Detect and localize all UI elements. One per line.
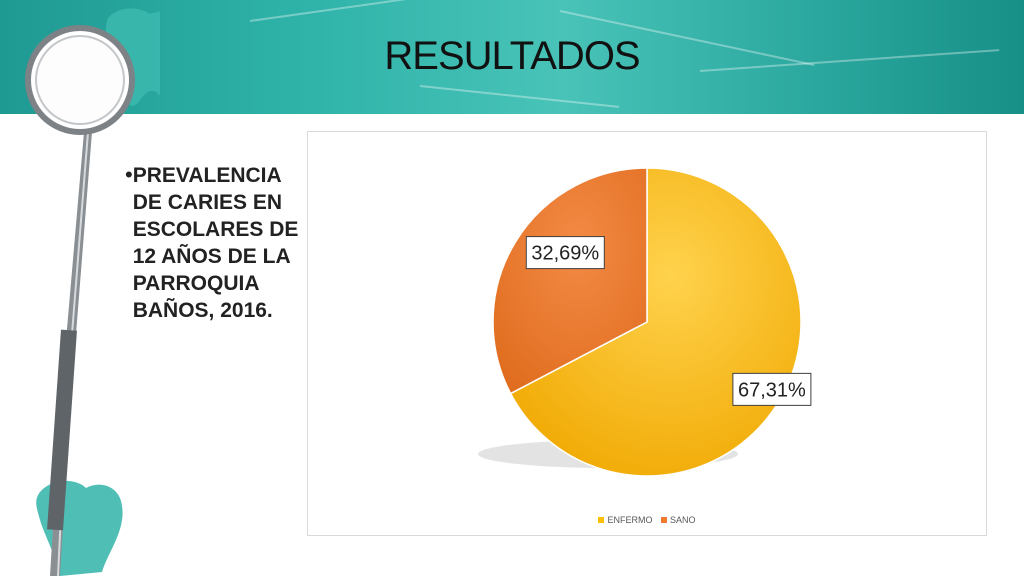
data-label-enfermo: 67,31%	[732, 372, 812, 406]
pie-slice-sano	[492, 167, 648, 395]
list-item: • PREVALENCIA DE CARIES EN ESCOLARES DE …	[125, 162, 310, 324]
bullet-list: • PREVALENCIA DE CARIES EN ESCOLARES DE …	[125, 162, 310, 324]
tooth-icon	[105, 8, 160, 106]
data-label-text: 32,69%	[531, 243, 599, 265]
slide-title: RESULTADOS	[384, 34, 640, 78]
bullet-text: PREVALENCIA DE CARIES EN ESCOLARES DE 12…	[132, 164, 299, 322]
bullet-marker: •	[125, 162, 133, 187]
legend-swatch-sano	[661, 517, 667, 523]
legend-item-enfermo: ENFERMO	[598, 515, 652, 525]
legend-item-sano: SANO	[661, 515, 696, 525]
data-label-sano: 32,69%	[525, 236, 605, 270]
pie-chart-canvas: 67,31% 32,69%	[478, 167, 812, 477]
data-label-box	[525, 236, 605, 270]
pie-chart: 67,31% 32,69% ENFERMO SANO	[307, 131, 987, 536]
header-banner	[0, 0, 1024, 114]
dental-mirror-icon	[25, 8, 160, 576]
chart-legend: ENFERMO SANO	[308, 515, 986, 525]
legend-label-sano: SANO	[670, 515, 696, 525]
data-label-text: 67,31%	[738, 379, 806, 401]
legend-swatch-enfermo	[598, 517, 605, 523]
data-label-box	[732, 372, 812, 406]
legend-label-enfermo: ENFERMO	[607, 515, 653, 525]
